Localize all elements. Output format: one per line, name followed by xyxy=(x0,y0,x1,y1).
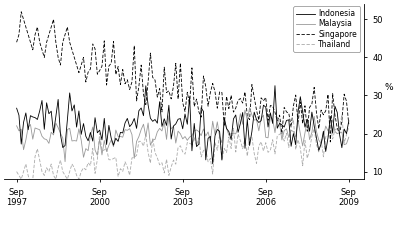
Y-axis label: %: % xyxy=(384,83,393,92)
Legend: Indonesia, Malaysia, Singapore, Thailand: Indonesia, Malaysia, Singapore, Thailand xyxy=(293,6,360,52)
